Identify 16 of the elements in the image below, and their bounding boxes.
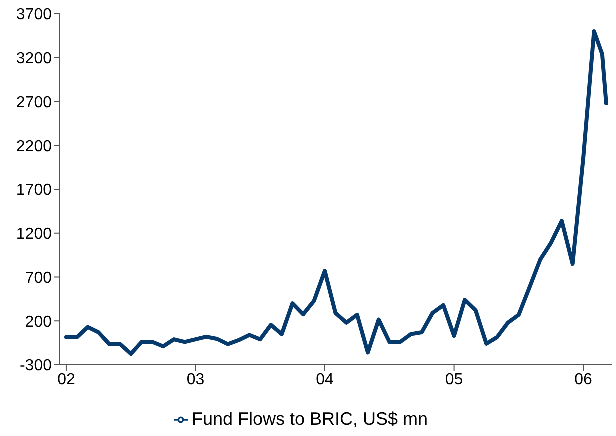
legend-label: Fund Flows to BRIC, US$ mn [192, 409, 428, 429]
x-tick-label: 03 [186, 371, 205, 388]
y-tick-label: 2700 [16, 94, 52, 112]
y-tick-label: 200 [25, 314, 52, 331]
y-tick-label: 2200 [16, 138, 52, 156]
y-tick-label: 3700 [16, 6, 52, 24]
y-tick-label: -300 [20, 358, 52, 375]
x-tick-label: 02 [58, 371, 76, 388]
x-tick-label: 04 [316, 371, 334, 388]
y-tick-label: 3200 [16, 50, 52, 68]
line-series [64, 30, 608, 356]
y-tick-label: 1700 [16, 182, 52, 200]
x-tick-label: 05 [445, 371, 464, 388]
x-tick-label: 06 [574, 371, 593, 388]
y-tick-label: 700 [25, 270, 52, 287]
y-tick-label: 1200 [16, 226, 52, 244]
